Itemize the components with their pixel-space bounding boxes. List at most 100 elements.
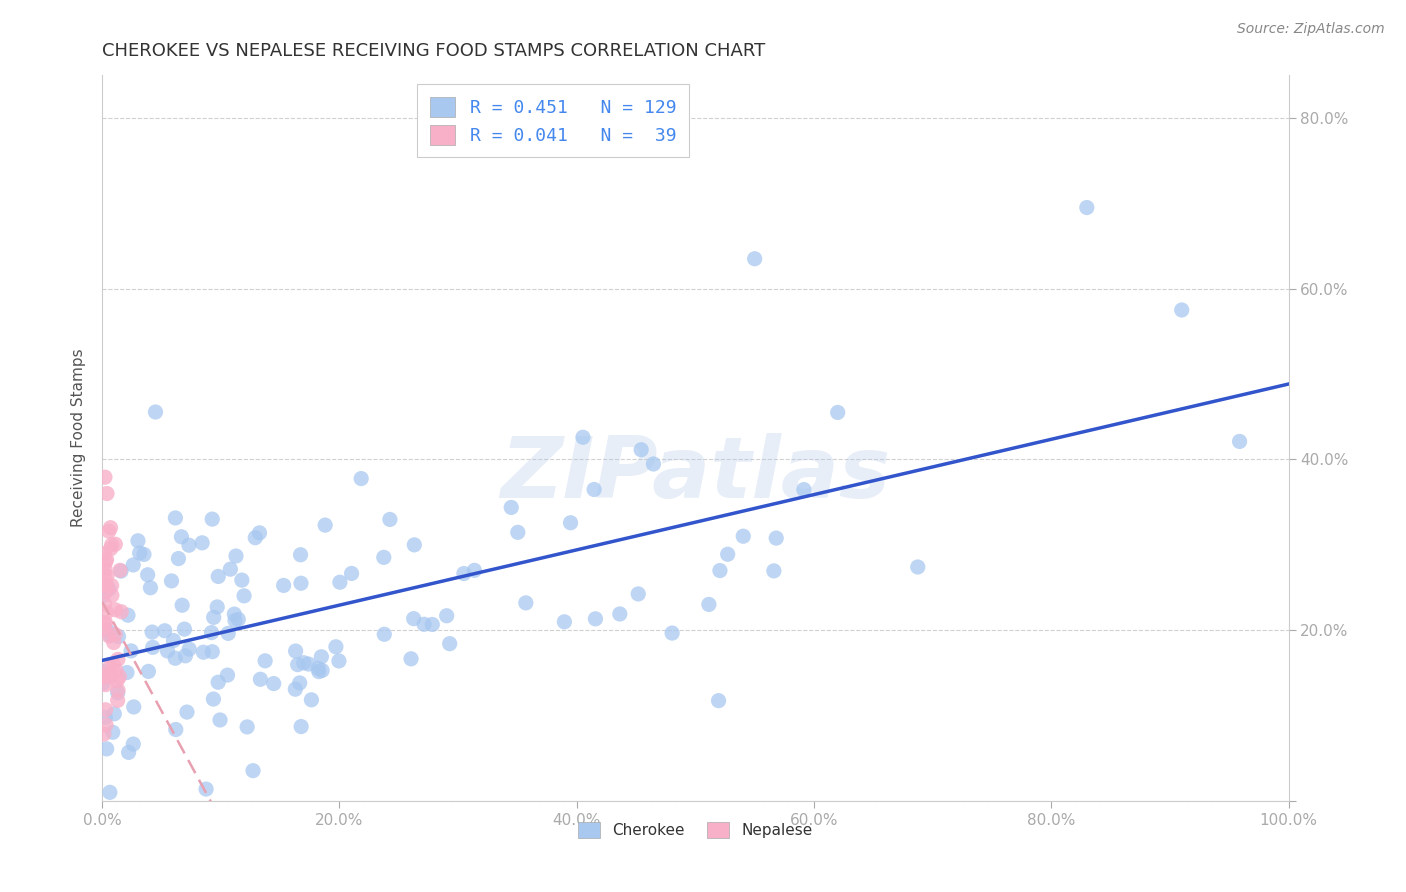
Point: [104, 664, 127, 678]
Point: [404, 538, 426, 552]
Point: [709, 564, 731, 578]
Point: [744, 252, 766, 266]
Point: [173, 622, 195, 636]
Point: [94, 710, 117, 724]
Y-axis label: Receiving Food Stamps: Receiving Food Stamps: [72, 349, 86, 527]
Point: [202, 692, 225, 706]
Point: [104, 537, 127, 551]
Point: [110, 605, 132, 619]
Point: [193, 645, 215, 659]
Legend: Cherokee, Nepalese: Cherokee, Nepalese: [572, 816, 818, 844]
Point: [177, 538, 200, 552]
Point: [94, 562, 117, 576]
Point: [122, 700, 145, 714]
Point: [311, 649, 333, 664]
Point: [207, 569, 229, 583]
Point: [107, 686, 129, 700]
Point: [288, 676, 311, 690]
Point: [630, 442, 652, 457]
Point: [733, 529, 755, 543]
Point: [107, 693, 129, 707]
Point: [399, 652, 422, 666]
Point: [94, 718, 117, 732]
Point: [176, 705, 198, 719]
Point: [128, 546, 150, 560]
Point: [98, 582, 121, 596]
Point: [308, 665, 330, 679]
Point: [96, 569, 118, 583]
Point: [91, 589, 114, 603]
Point: [242, 764, 264, 778]
Point: [572, 430, 595, 444]
Point: [93, 616, 115, 631]
Point: [104, 603, 127, 617]
Point: [765, 531, 787, 545]
Point: [156, 644, 179, 658]
Point: [93, 546, 115, 560]
Point: [145, 405, 167, 419]
Point: [1171, 303, 1194, 318]
Point: [110, 564, 132, 578]
Point: [107, 630, 129, 644]
Point: [236, 720, 259, 734]
Point: [697, 598, 720, 612]
Point: [208, 713, 231, 727]
Point: [93, 597, 115, 611]
Point: [627, 587, 650, 601]
Point: [165, 511, 187, 525]
Point: [94, 678, 117, 692]
Point: [165, 723, 187, 737]
Point: [249, 673, 271, 687]
Point: [96, 486, 118, 500]
Point: [179, 642, 201, 657]
Point: [115, 665, 138, 680]
Point: [329, 575, 352, 590]
Point: [350, 472, 373, 486]
Point: [103, 706, 125, 721]
Point: [94, 703, 117, 717]
Point: [420, 617, 443, 632]
Point: [224, 607, 246, 621]
Point: [793, 483, 815, 497]
Point: [98, 785, 121, 799]
Point: [96, 552, 118, 566]
Point: [202, 610, 225, 624]
Point: [91, 676, 114, 690]
Point: [108, 670, 131, 684]
Text: Source: ZipAtlas.com: Source: ZipAtlas.com: [1237, 22, 1385, 37]
Point: [249, 525, 271, 540]
Point: [132, 548, 155, 562]
Point: [107, 683, 129, 698]
Point: [93, 667, 115, 681]
Point: [463, 563, 485, 577]
Point: [127, 533, 149, 548]
Point: [103, 635, 125, 649]
Point: [174, 648, 197, 663]
Point: [96, 578, 118, 592]
Point: [373, 550, 395, 565]
Point: [299, 693, 322, 707]
Point: [122, 737, 145, 751]
Point: [231, 573, 253, 587]
Point: [136, 567, 159, 582]
Point: [98, 629, 121, 643]
Point: [117, 745, 139, 759]
Point: [290, 548, 312, 562]
Point: [153, 624, 176, 638]
Point: [297, 657, 319, 671]
Point: [583, 612, 606, 626]
Point: [553, 615, 575, 629]
Point: [93, 579, 115, 593]
Point: [314, 518, 336, 533]
Point: [609, 607, 631, 621]
Point: [98, 628, 121, 642]
Point: [453, 566, 475, 581]
Point: [245, 531, 267, 545]
Point: [120, 644, 142, 658]
Point: [96, 742, 118, 756]
Point: [402, 612, 425, 626]
Point: [413, 617, 436, 632]
Point: [1076, 201, 1098, 215]
Point: [205, 599, 228, 614]
Point: [167, 551, 190, 566]
